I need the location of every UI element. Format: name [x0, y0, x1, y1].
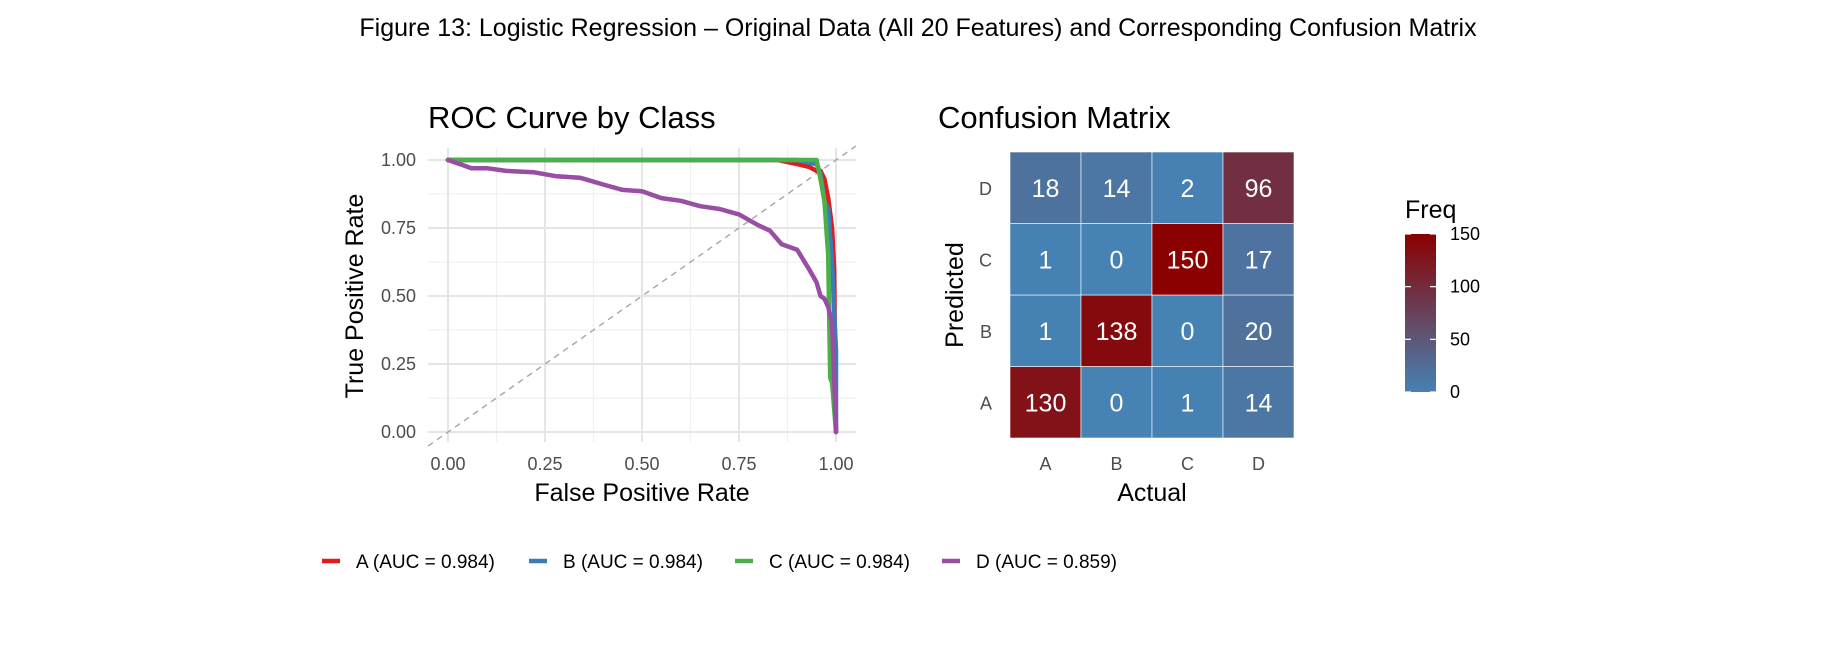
roc-legend-label-2: B (AUC = 0.984) — [563, 552, 703, 573]
confusion-cell-value: 14 — [1103, 175, 1131, 203]
freq-tick-label: 50 — [1450, 329, 1470, 349]
freq-legend-title: Freq — [1405, 196, 1456, 224]
figure-title: Figure 13: Logistic Regression – Origina… — [359, 14, 1477, 42]
confusion-cell — [1222, 151, 1295, 224]
confusion-cell — [1151, 151, 1224, 224]
roc-legend-label-1: A (AUC = 0.984) — [356, 552, 495, 573]
confusion-y-tick-label: B — [980, 322, 992, 342]
confusion-cell-value: 130 — [1025, 389, 1067, 417]
confusion-cell — [1151, 294, 1224, 367]
roc-y-tick-label: 1.00 — [381, 150, 416, 170]
confusion-cell — [1222, 223, 1295, 296]
confusion-x-ticks: A B C D — [1039, 454, 1265, 474]
freq-tick-label: 150 — [1450, 224, 1480, 244]
confusion-cell — [1151, 366, 1224, 439]
roc-y-tick-label: 0.75 — [381, 218, 416, 238]
roc-y-axis-title: True Positive Rate — [341, 194, 369, 399]
confusion-cell-value: 150 — [1167, 246, 1209, 274]
confusion-cell-value: 0 — [1110, 389, 1124, 417]
roc-x-tick-label: 0.25 — [527, 454, 562, 474]
roc-curve-3 — [445, 157, 839, 435]
roc-grid — [428, 148, 856, 442]
roc-x-ticks: 0.00 0.25 0.50 0.75 1.00 — [430, 454, 853, 474]
confusion-y-axis-title: Predicted — [941, 242, 969, 348]
confusion-cell — [1009, 223, 1082, 296]
confusion-cell — [1080, 223, 1153, 296]
roc-title: ROC Curve by Class — [428, 100, 716, 135]
roc-y-tick-label: 0.25 — [381, 354, 416, 374]
confusion-cell-value: 1 — [1181, 389, 1195, 417]
roc-x-tick-label: 1.00 — [818, 454, 853, 474]
confusion-cell-value: 1 — [1039, 318, 1053, 346]
confusion-x-tick-label: B — [1110, 454, 1122, 474]
roc-x-axis-title: False Positive Rate — [534, 479, 749, 507]
freq-colorbar — [1405, 234, 1436, 392]
roc-x-tick-label: 0.75 — [721, 454, 756, 474]
confusion-cell — [1080, 151, 1153, 224]
confusion-cell — [1222, 366, 1295, 439]
roc-y-tick-label: 0.50 — [381, 286, 416, 306]
confusion-x-tick-label: A — [1039, 454, 1051, 474]
confusion-y-tick-label: D — [979, 179, 992, 199]
roc-legend-label-3: C (AUC = 0.984) — [769, 552, 910, 573]
confusion-cell-value: 17 — [1245, 246, 1273, 274]
freq-tick-label: 100 — [1450, 277, 1480, 297]
confusion-cell-value: 96 — [1245, 175, 1273, 203]
roc-legend-label-4: D (AUC = 0.859) — [976, 552, 1117, 573]
confusion-x-tick-label: D — [1252, 454, 1265, 474]
confusion-x-axis-title: Actual — [1117, 479, 1186, 507]
confusion-cell — [1009, 294, 1082, 367]
confusion-cell-value: 138 — [1096, 318, 1138, 346]
confusion-cell-value: 2 — [1181, 175, 1195, 203]
freq-ticks: 0 50 100 150 — [1405, 224, 1480, 402]
confusion-panel: Confusion Matrix 130 0 1 14 1 138 0 20 1 0 150 17 18… — [938, 100, 1295, 507]
confusion-cell-value: 14 — [1245, 389, 1273, 417]
confusion-x-tick-label: C — [1181, 454, 1194, 474]
confusion-cell-value: 20 — [1245, 318, 1273, 346]
confusion-y-ticks: A B C D — [979, 179, 992, 414]
freq-legend: Freq 0 50 100 150 — [1405, 196, 1480, 402]
confusion-cell — [1009, 151, 1082, 224]
roc-curves — [445, 157, 839, 435]
confusion-y-tick-label: C — [979, 250, 992, 270]
confusion-cell-value: 0 — [1110, 246, 1124, 274]
roc-y-tick-label: 0.00 — [381, 422, 416, 442]
confusion-cell — [1080, 366, 1153, 439]
confusion-cells: 130 0 1 14 1 138 0 20 1 0 150 17 18 14 2 96 — [1009, 151, 1295, 439]
roc-panel: ROC Curve by Class 0.00 0.25 0.50 0.75 1.00 … — [341, 100, 857, 507]
confusion-title: Confusion Matrix — [938, 100, 1171, 135]
confusion-cell-value: 18 — [1032, 175, 1060, 203]
confusion-cell — [1151, 223, 1224, 296]
confusion-cell — [1222, 294, 1295, 367]
roc-legend: A (AUC = 0.984) B (AUC = 0.984) C (AUC = 0… — [322, 552, 1117, 573]
roc-y-ticks: 0.00 0.25 0.50 0.75 1.00 — [381, 150, 416, 442]
roc-x-tick-label: 0.00 — [430, 454, 465, 474]
roc-curve-4 — [445, 157, 839, 435]
confusion-cell-value: 0 — [1181, 318, 1195, 346]
freq-tick-label: 0 — [1450, 382, 1460, 402]
confusion-cell-value: 1 — [1039, 246, 1053, 274]
roc-x-tick-label: 0.50 — [624, 454, 659, 474]
confusion-y-tick-label: A — [980, 393, 992, 413]
